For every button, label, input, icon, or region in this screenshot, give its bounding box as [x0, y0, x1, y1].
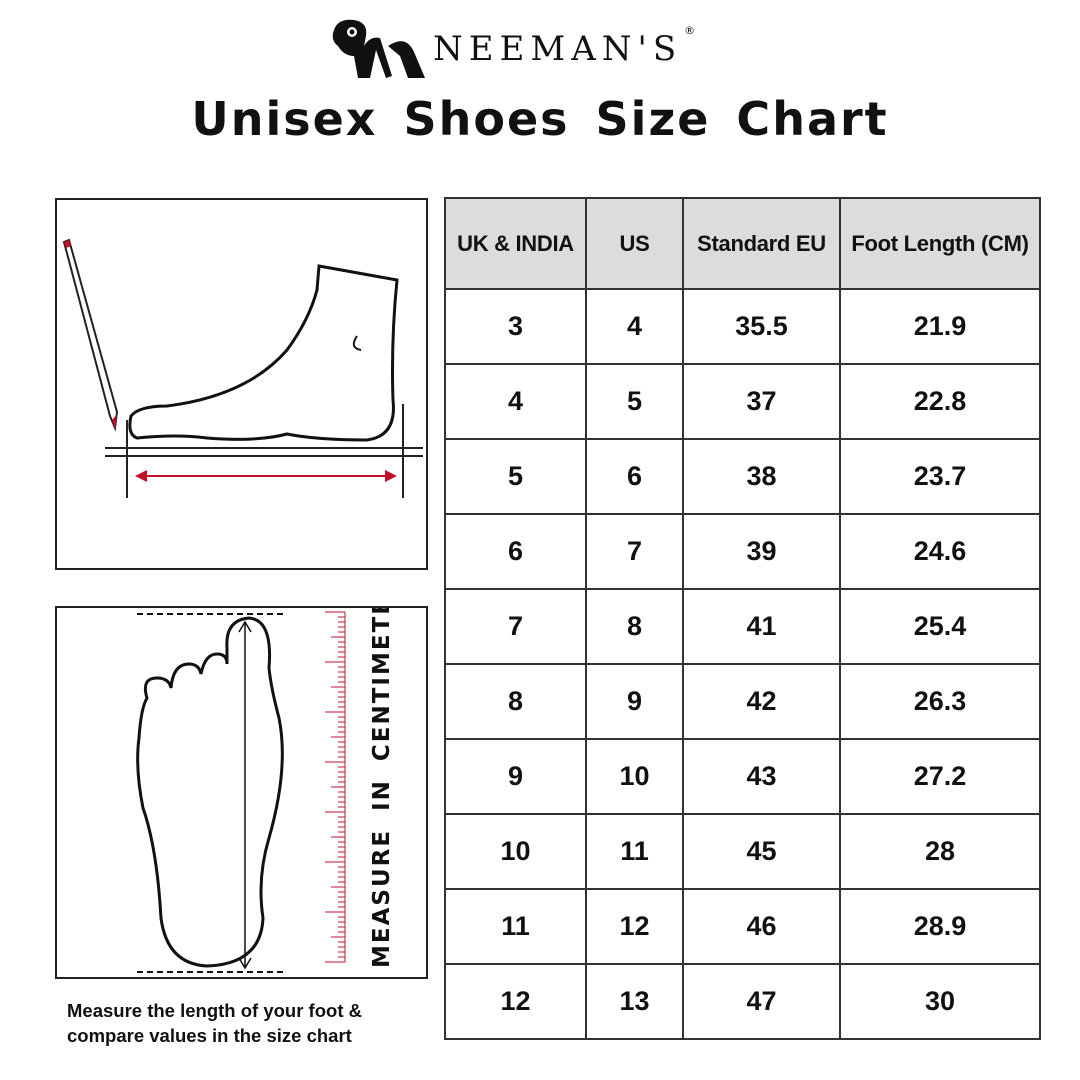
cell-uk-india: 12: [444, 963, 587, 1040]
cell-us: 5: [585, 363, 684, 440]
cell-us: 7: [585, 513, 684, 590]
cell-eu: 46: [682, 888, 841, 965]
cell-eu: 38: [682, 438, 841, 515]
page-title: Unisex Shoes Size Chart: [191, 92, 889, 146]
pencil-icon: [62, 238, 119, 432]
measure-caption: Measure the length of your foot & compar…: [67, 998, 437, 1048]
table-row: 10 11 45 28: [444, 813, 1041, 890]
header-eu: Standard EU: [682, 197, 841, 290]
cell-eu: 35.5: [682, 288, 841, 365]
ruler-label: MEASURE IN CENTIMETERS: [369, 608, 395, 968]
table-row: 7 8 41 25.4: [444, 588, 1041, 665]
cell-uk-india: 5: [444, 438, 587, 515]
cell-eu: 47: [682, 963, 841, 1040]
table-row: 3 4 35.5 21.9: [444, 288, 1041, 365]
table-row: 5 6 38 23.7: [444, 438, 1041, 515]
cell-us: 11: [585, 813, 684, 890]
cell-uk-india: 3: [444, 288, 587, 365]
cell-eu: 39: [682, 513, 841, 590]
table-row: 9 10 43 27.2: [444, 738, 1041, 815]
cell-uk-india: 8: [444, 663, 587, 740]
cell-uk-india: 10: [444, 813, 587, 890]
table-row: 6 7 39 24.6: [444, 513, 1041, 590]
cell-uk-india: 11: [444, 888, 587, 965]
length-arrow-icon: [238, 620, 252, 970]
cell-foot-length: 28: [839, 813, 1041, 890]
cell-foot-length: 23.7: [839, 438, 1041, 515]
cell-eu: 43: [682, 738, 841, 815]
side-foot-outline: [128, 264, 399, 442]
cell-uk-india: 4: [444, 363, 587, 440]
brand-name: NEEMAN'S: [433, 29, 683, 69]
caption-line-2: compare values in the size chart: [67, 1025, 352, 1046]
cell-uk-india: 9: [444, 738, 587, 815]
cell-foot-length: 30: [839, 963, 1041, 1040]
cell-us: 9: [585, 663, 684, 740]
registered-mark: ®: [684, 24, 696, 37]
cell-foot-length: 26.3: [839, 663, 1041, 740]
cell-us: 10: [585, 738, 684, 815]
cell-us: 8: [585, 588, 684, 665]
header-uk-india: UK & INDIA: [444, 197, 587, 290]
cell-foot-length: 28.9: [839, 888, 1041, 965]
header-foot-length: Foot Length (CM): [839, 197, 1041, 290]
sole-outline: [136, 616, 284, 968]
cell-foot-length: 22.8: [839, 363, 1041, 440]
side-foot-illustration: [55, 198, 428, 570]
header-us: US: [585, 197, 684, 290]
cell-uk-india: 6: [444, 513, 587, 590]
cell-uk-india: 7: [444, 588, 587, 665]
table-row: 11 12 46 28.9: [444, 888, 1041, 965]
table-header-row: UK & INDIA US Standard EU Foot Length (C…: [444, 197, 1041, 290]
table-row: 8 9 42 26.3: [444, 663, 1041, 740]
ruler-icon: [325, 611, 346, 963]
length-arrow-icon: [135, 470, 397, 482]
table-row: 4 5 37 22.8: [444, 363, 1041, 440]
sole-foot-illustration: MEASURE IN CENTIMETERS: [55, 559, 428, 979]
cell-eu: 45: [682, 813, 841, 890]
cell-foot-length: 27.2: [839, 738, 1041, 815]
cell-us: 6: [585, 438, 684, 515]
size-chart-table: UK & INDIA US Standard EU Foot Length (C…: [444, 197, 1041, 1040]
caption-line-1: Measure the length of your foot &: [67, 1000, 362, 1021]
cell-foot-length: 24.6: [839, 513, 1041, 590]
brand-logo: NEEMAN'S ®: [330, 14, 695, 84]
cell-us: 4: [585, 288, 684, 365]
cell-eu: 37: [682, 363, 841, 440]
cell-us: 13: [585, 963, 684, 1040]
cell-foot-length: 25.4: [839, 588, 1041, 665]
ram-logo-icon: [332, 19, 425, 78]
table-row: 12 13 47 30: [444, 963, 1041, 1040]
cell-eu: 42: [682, 663, 841, 740]
cell-foot-length: 21.9: [839, 288, 1041, 365]
cell-us: 12: [585, 888, 684, 965]
cell-eu: 41: [682, 588, 841, 665]
